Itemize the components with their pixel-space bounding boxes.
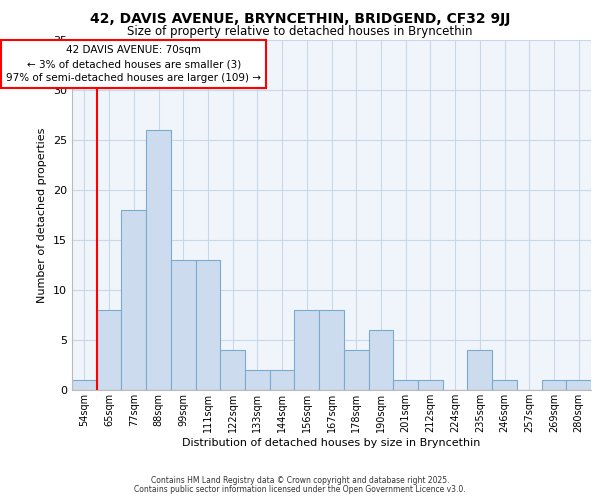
Bar [196,260,220,390]
Text: 42, DAVIS AVENUE, BRYNCETHIN, BRIDGEND, CF32 9JJ: 42, DAVIS AVENUE, BRYNCETHIN, BRIDGEND, … [90,12,510,26]
Text: Contains public sector information licensed under the Open Government Licence v3: Contains public sector information licen… [134,484,466,494]
Bar [542,380,566,390]
Bar [418,380,443,390]
Bar [368,330,393,390]
Bar [344,350,368,390]
Bar [566,380,591,390]
Text: Contains HM Land Registry data © Crown copyright and database right 2025.: Contains HM Land Registry data © Crown c… [151,476,449,485]
X-axis label: Distribution of detached houses by size in Bryncethin: Distribution of detached houses by size … [182,438,481,448]
Bar [146,130,171,390]
Bar [295,310,319,390]
Bar [393,380,418,390]
Bar [245,370,270,390]
Text: 42 DAVIS AVENUE: 70sqm
← 3% of detached houses are smaller (3)
97% of semi-detac: 42 DAVIS AVENUE: 70sqm ← 3% of detached … [6,45,261,83]
Text: Size of property relative to detached houses in Bryncethin: Size of property relative to detached ho… [127,25,473,38]
Bar [121,210,146,390]
Bar [319,310,344,390]
Bar [72,380,97,390]
Bar [467,350,492,390]
Bar [492,380,517,390]
Bar [220,350,245,390]
Bar [97,310,121,390]
Bar [270,370,295,390]
Bar [171,260,196,390]
Y-axis label: Number of detached properties: Number of detached properties [37,128,47,302]
